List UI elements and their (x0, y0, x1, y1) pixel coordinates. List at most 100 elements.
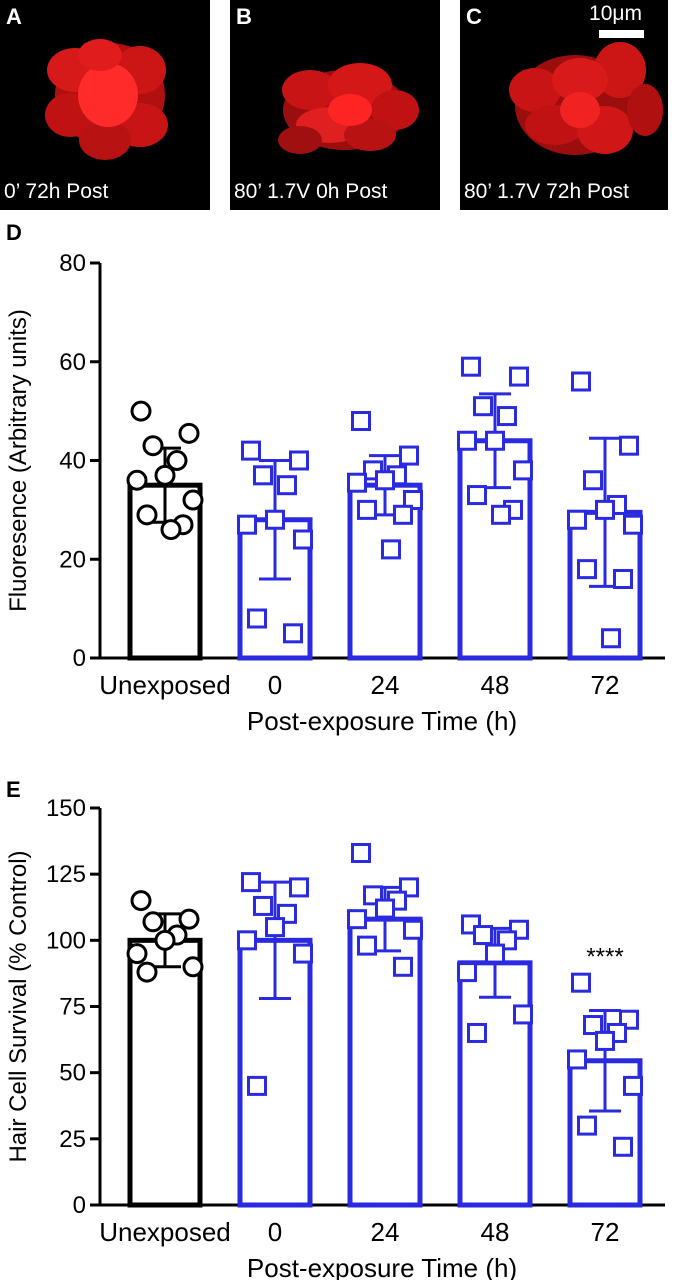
data-point (571, 371, 591, 392)
data-point (473, 396, 493, 417)
data-point (619, 435, 639, 456)
x-tick-label: Unexposed (99, 1217, 231, 1247)
y-tick-label: 150 (46, 795, 86, 822)
data-point (583, 470, 603, 491)
data-point (393, 504, 413, 525)
data-point (613, 569, 633, 589)
data-point (393, 956, 413, 977)
y-axis-title: Fluoresence (Arbitrary units) (5, 309, 32, 612)
x-axis-title: Post-exposure Time (h) (247, 1253, 517, 1280)
data-point (403, 919, 423, 940)
scale-bar-label: 10μm (589, 2, 642, 25)
data-point (154, 929, 176, 951)
data-point (509, 366, 529, 387)
data-point (241, 440, 261, 461)
data-point (601, 628, 621, 649)
data-point (381, 539, 401, 560)
data-point (467, 485, 487, 506)
data-point (136, 961, 158, 983)
y-tick-label: 40 (59, 448, 86, 475)
data-point (265, 509, 285, 530)
survival-chart: 0 25 50 75 100 125 150 Hair Cell Survival (% Co… (5, 795, 665, 1280)
data-point (485, 430, 505, 451)
data-point (595, 1030, 615, 1051)
y-tick-label: 100 (46, 927, 86, 954)
data-point (347, 909, 367, 930)
data-point (293, 943, 313, 964)
panel-c-cells (509, 42, 663, 155)
data-point (178, 908, 200, 930)
data-point (237, 930, 257, 951)
data-point (178, 422, 200, 444)
data-point (583, 1015, 603, 1036)
data-point (357, 499, 377, 520)
y-tick-label: 75 (59, 994, 86, 1021)
data-point (136, 504, 158, 526)
data-point (160, 519, 182, 541)
panel-b-caption: 80’ 1.7V 0h Post (234, 180, 388, 203)
data-point (613, 1136, 633, 1157)
data-point (577, 1115, 597, 1136)
panel-b-cells (278, 63, 419, 154)
scale-bar (599, 30, 644, 38)
x-tick-label: 48 (481, 670, 510, 700)
data-point (253, 895, 273, 916)
data-point (166, 450, 188, 471)
data-point (241, 872, 261, 893)
panel-b-label: B (236, 4, 252, 29)
data-point (247, 608, 267, 629)
x-tick-label: 0 (268, 670, 282, 700)
panel-c-image: C 10μm 80’ 1.7V 72h Post (460, 0, 668, 210)
data-point (277, 475, 297, 496)
data-point (293, 529, 313, 550)
data-point (154, 464, 176, 486)
data-point (399, 445, 419, 466)
bar (457, 960, 533, 1208)
x-tick-label: 72 (591, 670, 620, 700)
data-point (461, 356, 481, 377)
data-point (623, 514, 643, 535)
x-axis-title: Post-exposure Time (h) (247, 706, 517, 736)
x-tick-label: 24 (371, 670, 400, 700)
panel-d-label: D (6, 220, 22, 245)
data-point (457, 962, 477, 983)
y-tick-label: 50 (59, 1060, 86, 1087)
data-point (289, 450, 309, 471)
significance-annotation: **** (586, 944, 623, 971)
panel-a-image: A 0’ 72h Post (0, 0, 210, 210)
data-point (513, 460, 533, 481)
data-point (577, 559, 597, 580)
data-point (571, 972, 591, 993)
y-tick-label: 125 (46, 861, 86, 888)
y-axis-title: Hair Cell Survival (% Control) (5, 850, 32, 1162)
data-point (265, 917, 285, 938)
data-point (457, 430, 477, 451)
y-tick-label: 25 (59, 1126, 86, 1153)
y-tick-label: 80 (59, 250, 86, 277)
data-point (351, 411, 371, 431)
x-tick-label: Unexposed (99, 670, 231, 700)
data-point (497, 406, 517, 427)
data-point (130, 400, 152, 422)
data-point (182, 489, 204, 511)
data-point (595, 499, 615, 520)
panel-c-caption: 80’ 1.7V 72h Post (464, 180, 630, 203)
panel-e-label: E (6, 777, 21, 802)
data-point (347, 472, 367, 493)
data-point (247, 1075, 267, 1096)
panel-a-cells (45, 39, 168, 160)
y-tick-label: 0 (73, 645, 86, 672)
data-point (467, 1022, 487, 1043)
data-point (375, 898, 395, 919)
data-point (351, 842, 371, 863)
panel-b-image: B 80’ 1.7V 0h Post (230, 0, 440, 210)
data-point (126, 469, 148, 491)
data-point (182, 956, 204, 978)
x-tick-label: 24 (371, 1217, 400, 1247)
data-point (375, 470, 395, 491)
data-point (237, 514, 257, 535)
data-point (485, 943, 505, 964)
data-point (513, 1004, 533, 1025)
data-point (253, 465, 273, 486)
panel-a-caption: 0’ 72h Post (4, 180, 109, 203)
